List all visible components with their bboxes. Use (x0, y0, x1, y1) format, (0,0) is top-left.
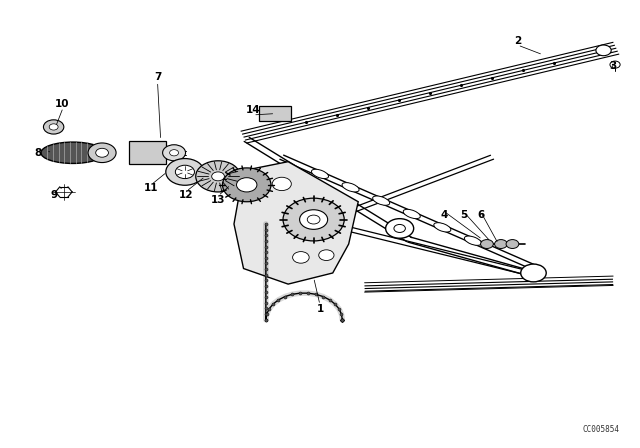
Text: 11: 11 (144, 183, 158, 194)
Text: 10: 10 (54, 99, 69, 109)
Circle shape (610, 61, 620, 68)
Circle shape (319, 250, 334, 260)
Text: 2: 2 (514, 36, 521, 47)
Circle shape (300, 210, 328, 229)
Text: 13: 13 (211, 194, 225, 205)
Ellipse shape (465, 236, 481, 246)
Ellipse shape (372, 196, 390, 205)
Text: 9: 9 (50, 190, 57, 200)
Circle shape (175, 165, 195, 179)
Circle shape (96, 148, 108, 157)
Circle shape (506, 240, 519, 249)
Circle shape (170, 150, 179, 156)
Ellipse shape (41, 142, 104, 164)
Circle shape (307, 215, 320, 224)
Ellipse shape (434, 223, 451, 232)
Text: 4: 4 (440, 210, 448, 220)
Text: 1: 1 (316, 304, 324, 314)
Ellipse shape (342, 183, 359, 192)
Circle shape (163, 145, 186, 161)
Circle shape (386, 219, 413, 238)
Text: 5: 5 (460, 210, 467, 220)
Polygon shape (234, 162, 358, 284)
Bar (129, 141, 166, 164)
Circle shape (521, 264, 546, 282)
Circle shape (292, 252, 309, 263)
Text: 8: 8 (35, 148, 42, 158)
Circle shape (44, 120, 64, 134)
Circle shape (495, 240, 508, 249)
Circle shape (223, 168, 271, 202)
Circle shape (88, 143, 116, 163)
Circle shape (481, 240, 493, 249)
Circle shape (394, 224, 405, 233)
Circle shape (283, 198, 344, 241)
Circle shape (596, 45, 611, 56)
Circle shape (212, 172, 225, 181)
Ellipse shape (403, 209, 420, 219)
Text: 6: 6 (477, 210, 484, 220)
Circle shape (166, 159, 204, 185)
Ellipse shape (312, 169, 328, 179)
Text: 14: 14 (246, 105, 260, 116)
Text: 12: 12 (179, 190, 193, 200)
Text: 7: 7 (154, 72, 161, 82)
Text: CC005854: CC005854 (582, 425, 620, 434)
Circle shape (49, 124, 58, 130)
Circle shape (272, 177, 291, 190)
Bar (259, 106, 291, 121)
Circle shape (302, 220, 325, 237)
Circle shape (237, 178, 257, 192)
Text: 3: 3 (609, 61, 617, 71)
Circle shape (196, 161, 241, 192)
